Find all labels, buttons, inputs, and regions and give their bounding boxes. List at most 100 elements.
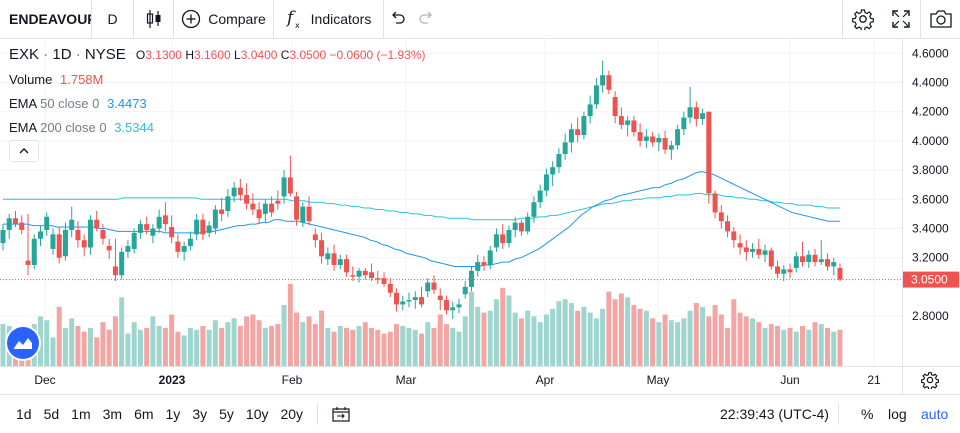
volume-bar	[537, 322, 543, 366]
volume-bar	[219, 327, 225, 366]
volume-bar	[62, 327, 68, 366]
range-1m-button[interactable]: 1m	[71, 406, 91, 422]
redo-icon[interactable]	[412, 0, 440, 38]
undo-icon[interactable]	[384, 0, 412, 38]
volume-value: 1.758M	[60, 72, 104, 87]
candle-body	[100, 229, 106, 239]
fullscreen-icon[interactable]	[882, 0, 920, 38]
volume-bar	[781, 329, 787, 366]
volume-bar	[462, 316, 468, 366]
candle-body	[487, 250, 493, 265]
axis-settings-gear-icon[interactable]	[921, 371, 941, 391]
candle-body	[468, 270, 474, 287]
collapse-legend-button[interactable]	[9, 140, 39, 162]
candle-body	[756, 248, 762, 255]
symbol-search[interactable]: ENDEAVOUR	[0, 0, 92, 38]
range-3y-button[interactable]: 3y	[192, 406, 208, 422]
range-5d-button[interactable]: 5d	[43, 406, 60, 422]
candle-body	[181, 246, 187, 252]
range-1d-button[interactable]: 1d	[16, 406, 32, 422]
range-10y-button[interactable]: 10y	[245, 406, 269, 422]
percent-toggle[interactable]: %	[861, 406, 874, 422]
auto-toggle[interactable]: auto	[921, 406, 949, 422]
legend-exchange: NYSE	[84, 46, 126, 63]
volume-bar	[468, 291, 474, 366]
candle-body	[400, 301, 406, 305]
y-tick-label: 4.0000	[912, 134, 949, 148]
candle-body	[637, 132, 643, 141]
current-time[interactable]: 22:39:43 (UTC-4)	[720, 406, 829, 422]
candle-body	[106, 246, 112, 251]
volume-bar	[700, 306, 706, 366]
ema200-value: 3.5344	[114, 120, 154, 135]
tradingview-logo-icon[interactable]	[7, 327, 39, 359]
volume-bar	[443, 324, 449, 366]
chart-area[interactable]: 4.6000 4.4000 4.2000 4.0000 3.8000 3.6000 3.40…	[0, 38, 960, 366]
candle-body	[625, 120, 631, 125]
candle-body	[300, 206, 306, 223]
candle-body	[787, 269, 793, 273]
volume-bar	[287, 284, 293, 366]
candle-body	[194, 219, 200, 235]
camera-icon[interactable]	[920, 0, 960, 38]
candle-body	[169, 227, 175, 238]
go-to-date-icon[interactable]	[326, 395, 356, 433]
candle-body	[800, 256, 806, 263]
time-axis[interactable]: Dec 2023 Feb Mar Apr May Jun 21	[0, 366, 960, 395]
volume-bar	[412, 329, 418, 366]
candle-body	[706, 111, 712, 194]
x-tick-label: Jun	[780, 373, 799, 387]
volume-bar	[587, 312, 593, 366]
candle-body	[200, 219, 206, 235]
volume-bar	[437, 314, 443, 366]
candle-body	[19, 222, 25, 230]
candle-body	[556, 154, 562, 168]
settings-gear-icon[interactable]	[842, 0, 883, 38]
compare-button[interactable]: Compare	[174, 0, 274, 38]
candle-body	[456, 304, 462, 308]
log-toggle[interactable]: log	[888, 406, 907, 422]
range-5y-button[interactable]: 5y	[219, 406, 234, 422]
range-20y-button[interactable]: 20y	[280, 406, 304, 422]
candle-body	[237, 187, 243, 195]
legend-ema50[interactable]: EMA 50 close 0 3.4473	[9, 96, 147, 111]
interval-button[interactable]: D	[92, 0, 134, 38]
volume-bar	[75, 325, 81, 366]
volume-bar	[300, 322, 306, 366]
volume-bar	[250, 314, 256, 366]
candle-body	[419, 297, 424, 305]
volume-bar	[131, 322, 137, 366]
x-tick-label: Dec	[34, 373, 55, 387]
candle-body	[406, 300, 412, 302]
volume-bar	[256, 320, 262, 366]
candle-body	[693, 107, 699, 119]
range-3m-button[interactable]: 3m	[102, 406, 123, 422]
chart-type-icon[interactable]	[134, 0, 174, 38]
candle-body	[44, 216, 50, 230]
candle-body	[781, 269, 787, 274]
legend-volume[interactable]: Volume 1.758M	[9, 72, 104, 87]
candle-body	[162, 215, 168, 225]
range-6m-button[interactable]: 6m	[134, 406, 154, 422]
volume-bar	[725, 327, 731, 366]
volume-bar	[269, 325, 275, 366]
volume-bar	[194, 329, 200, 366]
candle-body	[700, 113, 706, 119]
candle-body	[50, 234, 56, 249]
candle-body	[294, 196, 300, 220]
volume-bar	[650, 318, 656, 366]
volume-bar	[387, 331, 393, 366]
legend-ema200[interactable]: EMA 200 close 0 3.5344	[9, 120, 154, 135]
price-chart[interactable]: 4.6000 4.4000 4.2000 4.0000 3.8000 3.6000 3.40…	[0, 38, 960, 366]
x-tick-label: Apr	[536, 373, 555, 387]
legend-symbol: EXK	[9, 46, 40, 63]
candle-body	[350, 275, 356, 277]
candle-body	[287, 177, 293, 194]
candle-body	[281, 177, 287, 197]
volume-bar	[156, 325, 162, 366]
candle-body	[831, 262, 837, 267]
ema50-line	[3, 171, 840, 267]
y-tick-label: 4.2000	[912, 105, 949, 119]
range-1y-button[interactable]: 1y	[165, 406, 181, 422]
